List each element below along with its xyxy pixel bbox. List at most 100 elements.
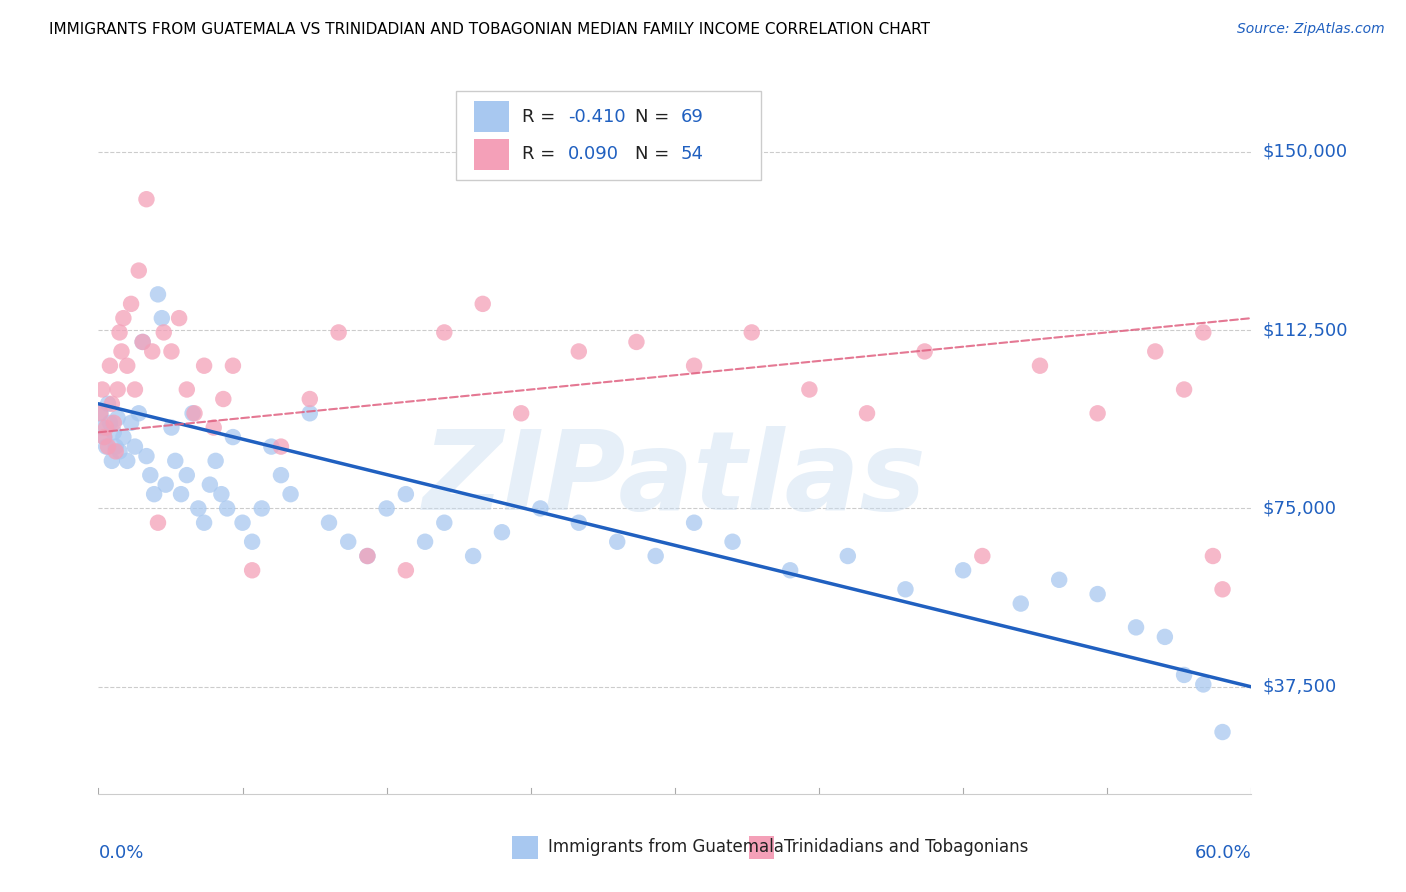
Point [972, 549, 994, 563]
Point [298, 406, 321, 420]
Point [139, 468, 162, 483]
Point [1087, 587, 1109, 601]
Point [124, 383, 146, 397]
Point [240, 534, 263, 549]
Point [94, 440, 117, 454]
Point [231, 516, 254, 530]
Text: 69: 69 [681, 108, 703, 126]
Point [510, 406, 533, 420]
Point [356, 549, 378, 563]
Point [128, 263, 150, 277]
Point [202, 420, 225, 434]
Point [856, 406, 879, 420]
Point [337, 534, 360, 549]
Point [101, 397, 124, 411]
Point [1087, 406, 1109, 420]
Point [568, 516, 591, 530]
Point [280, 487, 302, 501]
Point [395, 487, 418, 501]
Point [146, 287, 169, 301]
Point [97, 397, 120, 411]
Point [471, 297, 494, 311]
Point [799, 383, 821, 397]
Text: N =: N = [634, 145, 675, 163]
Point [150, 311, 173, 326]
Text: $75,000: $75,000 [1263, 500, 1337, 517]
Point [101, 454, 124, 468]
Point [160, 344, 183, 359]
Point [93, 430, 115, 444]
Point [108, 444, 131, 458]
Point [395, 563, 418, 577]
Point [1154, 630, 1177, 644]
Point [644, 549, 666, 563]
Point [491, 525, 513, 540]
Point [626, 334, 648, 349]
Point [167, 311, 190, 326]
Point [117, 359, 139, 373]
Point [128, 406, 150, 420]
Point [93, 430, 115, 444]
Point [250, 501, 273, 516]
Point [110, 344, 132, 359]
Point [89, 406, 111, 420]
Point [779, 563, 801, 577]
Point [1212, 582, 1234, 597]
Point [1202, 549, 1225, 563]
Point [98, 416, 121, 430]
Point [120, 416, 142, 430]
Point [375, 501, 398, 516]
Point [143, 487, 166, 501]
Point [1047, 573, 1070, 587]
Text: $150,000: $150,000 [1263, 143, 1347, 161]
Text: 0.090: 0.090 [568, 145, 619, 163]
Point [170, 487, 193, 501]
Point [198, 477, 221, 491]
Text: Source: ZipAtlas.com: Source: ZipAtlas.com [1237, 22, 1385, 37]
Point [141, 344, 163, 359]
Point [1144, 344, 1167, 359]
Point [356, 549, 378, 563]
Point [176, 383, 198, 397]
Point [217, 501, 239, 516]
Point [204, 454, 226, 468]
Point [270, 440, 292, 454]
Point [721, 534, 744, 549]
Point [103, 416, 125, 430]
Point [1173, 668, 1195, 682]
Point [107, 383, 129, 397]
Point [152, 326, 174, 340]
Text: 60.0%: 60.0% [1195, 844, 1251, 862]
Point [298, 392, 321, 406]
Point [104, 440, 127, 454]
Text: Immigrants from Guatemala: Immigrants from Guatemala [548, 838, 785, 856]
Point [270, 468, 292, 483]
Point [193, 359, 215, 373]
Text: $112,500: $112,500 [1263, 321, 1348, 339]
Point [97, 440, 120, 454]
Point [108, 326, 131, 340]
FancyBboxPatch shape [474, 101, 509, 132]
Point [89, 406, 111, 420]
Point [260, 440, 283, 454]
Point [914, 344, 936, 359]
Point [120, 297, 142, 311]
Point [176, 468, 198, 483]
Point [212, 392, 235, 406]
Point [1192, 677, 1215, 691]
Point [94, 420, 117, 434]
FancyBboxPatch shape [512, 836, 537, 859]
Point [606, 534, 628, 549]
Point [181, 406, 204, 420]
Point [1192, 326, 1215, 340]
Point [683, 359, 706, 373]
Point [433, 326, 456, 340]
Point [222, 430, 245, 444]
Point [91, 383, 114, 397]
Point [112, 430, 135, 444]
Point [124, 440, 146, 454]
Text: Trinidadians and Tobagonians: Trinidadians and Tobagonians [785, 838, 1029, 856]
Point [1125, 620, 1147, 634]
Point [568, 344, 591, 359]
Point [433, 516, 456, 530]
